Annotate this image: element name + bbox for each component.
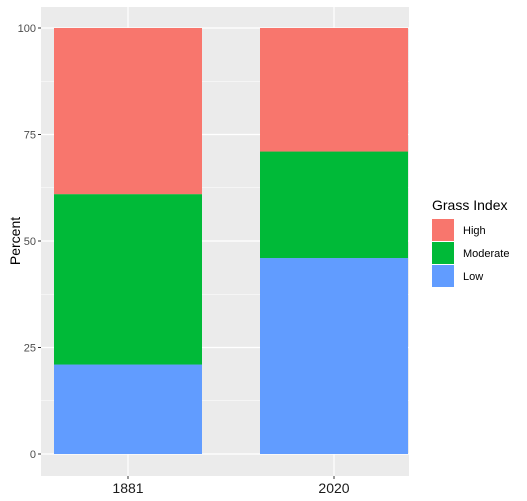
legend-title: Grass Index (432, 197, 507, 213)
legend-label-moderate: Moderate (463, 248, 509, 260)
y-tick-label: 25 (24, 343, 36, 355)
legend-key-high (432, 219, 454, 241)
legend-label-high: High (463, 225, 486, 237)
bar-1881-low (54, 364, 202, 454)
bar-2020-low (260, 258, 408, 454)
bar-2020-high (260, 28, 408, 152)
y-axis-title: Percent (7, 217, 23, 265)
x-tick-label: 2020 (318, 480, 349, 496)
bar-2020-moderate (260, 151, 408, 259)
bar-1881-moderate (54, 194, 202, 365)
legend-key-moderate (432, 242, 454, 264)
x-axis-ticks: 1881 2020 (112, 476, 350, 496)
bars (54, 28, 408, 454)
x-tick-label: 1881 (112, 480, 143, 496)
y-tick-label: 0 (30, 449, 36, 461)
legend-key-low (432, 265, 454, 287)
bar-1881-high (54, 28, 202, 195)
legend: Grass Index High Moderate Low (432, 197, 509, 287)
y-tick-label: 100 (18, 23, 36, 35)
y-tick-label: 50 (24, 236, 36, 248)
legend-label-low: Low (463, 271, 483, 283)
y-axis-ticks: 0 25 50 75 100 (18, 23, 41, 461)
y-tick-label: 75 (24, 130, 36, 142)
